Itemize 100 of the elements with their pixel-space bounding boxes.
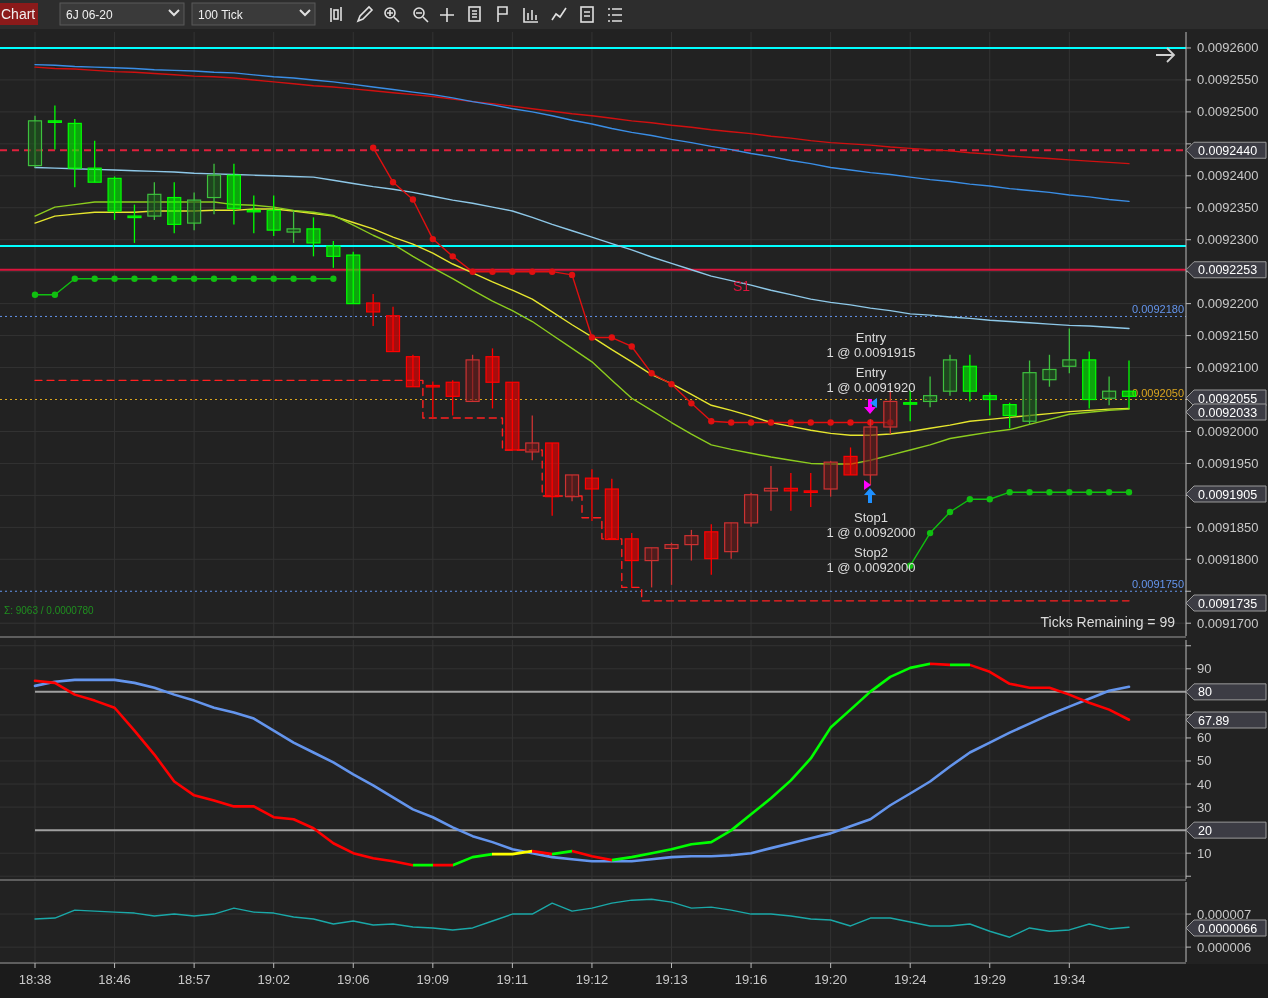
- candlestick: [1022, 359, 1037, 426]
- text: 0.0000066: [1198, 921, 1258, 936]
- line-series: [34, 66, 1130, 165]
- ref-line-label: 20: [1198, 823, 1212, 838]
- annotation: Stop1: [854, 510, 888, 525]
- y-tick-label: 60: [1197, 730, 1212, 746]
- x-tick-label: 19:24: [893, 972, 927, 987]
- point: [747, 419, 755, 426]
- candlestick: [584, 468, 600, 522]
- point: [509, 268, 516, 275]
- candlestick: [405, 354, 421, 388]
- point: [1046, 488, 1053, 496]
- ref-line-label: 0.0091750: [1132, 578, 1184, 591]
- candlestick: [525, 414, 540, 461]
- ref-line-label: 0.0092253: [1198, 263, 1258, 278]
- candlestick: [505, 381, 520, 451]
- candlestick: [823, 460, 838, 498]
- x-tick-label: 18:57: [177, 972, 211, 987]
- candlestick: [107, 175, 122, 221]
- point: [330, 275, 337, 282]
- candlestick: [206, 163, 222, 215]
- point: [708, 418, 715, 425]
- y-tick-label: 50: [1197, 753, 1212, 769]
- y-tick-label: 0.0092300: [1197, 232, 1259, 248]
- x-tick-label: 19:13: [655, 972, 688, 987]
- point: [847, 419, 854, 426]
- point: [628, 343, 635, 350]
- y-tick-label: 40: [1197, 776, 1212, 792]
- annotation: Σ: 9063 / 0.0000780: [4, 605, 95, 616]
- candlestick: [1102, 375, 1117, 406]
- point: [807, 419, 814, 426]
- point: [51, 291, 59, 298]
- candlestick: [47, 104, 62, 151]
- point: [91, 275, 98, 282]
- x-tick-label: 18:38: [18, 972, 52, 987]
- text: 0.0092033: [1198, 405, 1258, 420]
- candlestick: [366, 293, 381, 327]
- text: 6J 06-20: [66, 8, 114, 22]
- point: [171, 275, 178, 282]
- point: [1066, 488, 1073, 496]
- point: [230, 275, 238, 282]
- x-tick-label: 19:29: [973, 972, 1007, 987]
- point: [429, 235, 437, 243]
- candlestick: [684, 529, 699, 562]
- point: [588, 334, 596, 341]
- point: [489, 268, 496, 275]
- candlestick: [266, 194, 281, 237]
- point: [548, 268, 556, 275]
- candlestick: [286, 210, 301, 244]
- point: [688, 400, 695, 407]
- candlestick: [1002, 402, 1017, 429]
- point: [449, 253, 456, 260]
- point: [767, 419, 775, 426]
- y-tick-label: 0.0092350: [1197, 200, 1259, 216]
- candlestick: [465, 354, 480, 403]
- point: [250, 275, 257, 282]
- candlestick: [783, 472, 798, 512]
- ref-line-label: 0.0092050: [1132, 386, 1184, 399]
- point: [648, 370, 655, 377]
- candlestick: [564, 474, 580, 502]
- candlestick: [485, 347, 500, 410]
- point: [270, 275, 277, 282]
- point: [926, 529, 934, 537]
- text: 0.0091735: [1198, 596, 1258, 611]
- candlestick: [445, 379, 460, 417]
- y-tick-label: 30: [1197, 799, 1212, 815]
- y-tick-label: 0.0091800: [1197, 551, 1259, 567]
- candlestick: [147, 181, 162, 221]
- point: [1125, 488, 1133, 496]
- candlestick: [385, 306, 401, 353]
- point: [190, 275, 198, 282]
- candlestick: [982, 391, 997, 417]
- candlestick: [664, 542, 679, 586]
- point: [568, 271, 576, 279]
- candlestick: [1082, 350, 1097, 410]
- point: [151, 275, 158, 282]
- annotation: Entry: [855, 330, 887, 345]
- annotation: 1 @ 0.0091915: [826, 345, 916, 360]
- ref-line-label: 80: [1198, 685, 1212, 700]
- y-tick-label: 0.0092100: [1197, 360, 1259, 376]
- candlestick: [763, 465, 779, 512]
- candlestick: [425, 380, 440, 419]
- text: 0.0091905: [1198, 487, 1258, 502]
- x-tick-label: 18:46: [98, 972, 131, 987]
- point: [469, 268, 476, 275]
- point: [986, 496, 993, 503]
- point: [210, 275, 218, 282]
- point: [1105, 488, 1113, 496]
- candlestick: [1062, 327, 1077, 374]
- annotation: 1 @ 0.0091920: [826, 380, 916, 395]
- y-tick-label: 0.0091850: [1197, 519, 1259, 535]
- y-tick-label: 0.0092600: [1197, 40, 1259, 56]
- point: [1086, 488, 1093, 496]
- text: 0.0092055: [1198, 391, 1258, 406]
- candlestick: [922, 375, 938, 408]
- candlestick: [624, 532, 639, 589]
- x-tick-label: 19:12: [575, 972, 609, 987]
- candlestick: [644, 547, 659, 589]
- point: [1006, 488, 1013, 496]
- annotation: Entry: [855, 365, 887, 380]
